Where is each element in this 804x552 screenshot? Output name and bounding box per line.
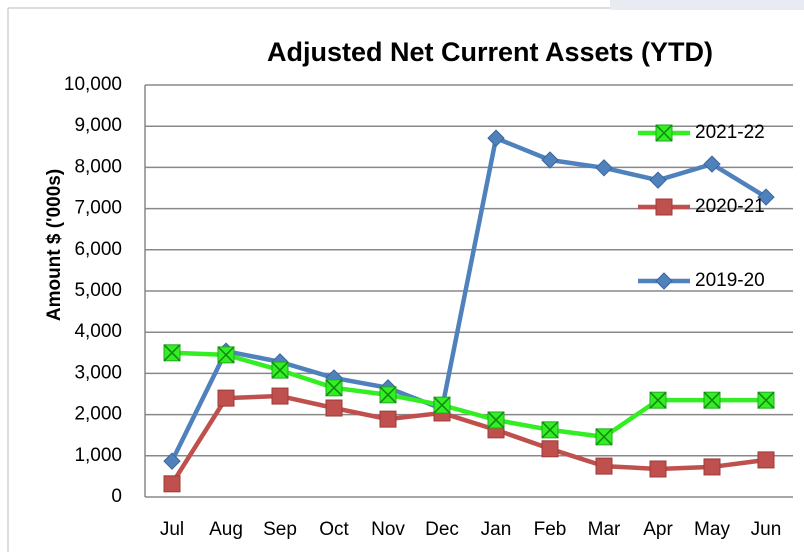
marker [379, 410, 397, 428]
marker [541, 151, 559, 169]
marker-cross [541, 421, 559, 439]
marker [757, 451, 775, 469]
y-tick-label: 2,000 [74, 404, 122, 425]
marker [649, 460, 667, 478]
marker [271, 387, 289, 405]
y-tick-label: 6,000 [74, 239, 122, 260]
marker-cross [649, 391, 667, 409]
x-tick-label: Apr [643, 519, 673, 540]
marker [703, 155, 721, 173]
marker-cross [595, 428, 613, 446]
x-tick-label: Nov [371, 519, 405, 540]
x-tick-label: Jun [751, 519, 782, 540]
x-tick-label: May [694, 519, 730, 540]
marker [649, 171, 667, 189]
x-tick-label: Oct [319, 519, 349, 540]
corner-panel [610, 0, 804, 10]
series-line [171, 350, 766, 440]
x-tick-label: Jan [481, 519, 512, 540]
marker-cross [703, 391, 721, 409]
marker [655, 272, 673, 290]
marker-cross [217, 346, 235, 364]
marker [757, 188, 775, 206]
y-tick-label: 3,000 [74, 362, 122, 383]
marker [163, 452, 181, 470]
y-tick-label: 5,000 [74, 280, 122, 301]
marker-cross [379, 386, 397, 404]
x-tick-label: Aug [209, 519, 243, 540]
x-tick-label: Jul [160, 519, 184, 540]
marker [487, 129, 505, 147]
x-tick-label: Sep [263, 519, 297, 540]
x-tick-label: Feb [534, 519, 567, 540]
marker-cross [655, 124, 673, 142]
marker-cross [325, 379, 343, 397]
marker [217, 389, 235, 407]
marker-cross [757, 391, 775, 409]
y-tick-label: 0 [111, 486, 122, 507]
y-tick-label: 8,000 [74, 156, 122, 177]
y-axis-label: Amount $ ('000s) [44, 169, 65, 321]
legend-label: 2020-21 [695, 196, 765, 217]
marker [703, 458, 721, 476]
y-tick-label: 10,000 [64, 74, 122, 95]
marker [325, 399, 343, 417]
y-tick-label: 7,000 [74, 198, 122, 219]
marker [595, 457, 613, 475]
marker-cross [271, 361, 289, 379]
legend-label: 2021-22 [695, 122, 765, 143]
y-tick-label: 1,000 [74, 445, 122, 466]
x-tick-label: Mar [588, 519, 621, 540]
series-line [169, 135, 768, 463]
marker-cross [163, 344, 181, 362]
legend-label: 2019-20 [695, 270, 765, 291]
x-tick-label: Dec [425, 519, 459, 540]
marker [595, 159, 613, 177]
chart-title: Adjusted Net Current Assets (YTD) [267, 37, 713, 67]
marker [163, 475, 181, 493]
series-line [170, 393, 767, 486]
marker-cross [433, 396, 451, 414]
marker [655, 198, 673, 216]
y-tick-label: 4,000 [74, 321, 122, 342]
marker [541, 440, 559, 458]
y-tick-label: 9,000 [74, 115, 122, 136]
marker-cross [487, 411, 505, 429]
